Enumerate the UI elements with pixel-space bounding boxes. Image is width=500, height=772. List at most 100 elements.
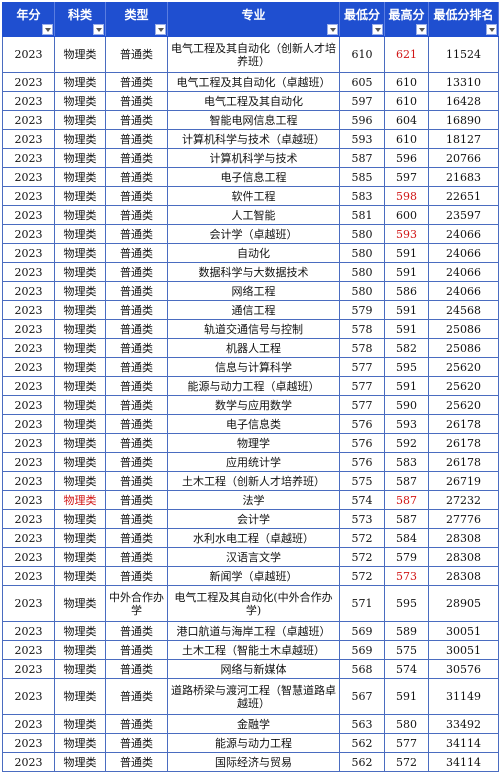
cell-subject: 物理类 (54, 110, 106, 130)
cell-max-score: 579 (384, 547, 429, 567)
header-major-label: 专业 (241, 8, 266, 22)
table-row: 2023 物理类 普通类 能源与动力工程 562 577 34114 (2, 733, 499, 753)
cell-min-rank: 28308 (428, 566, 499, 586)
cell-major: 机器人工程 (167, 338, 340, 358)
cell-subject: 物理类 (54, 621, 106, 641)
cell-max-score: 600 (384, 205, 429, 225)
cell-max-score: 598 (384, 186, 429, 206)
cell-subject: 物理类 (54, 148, 106, 168)
cell-min-rank: 25086 (428, 319, 499, 339)
cell-type: 普通类 (105, 678, 168, 715)
cell-type: 普通类 (105, 110, 168, 130)
cell-year: 2023 (2, 376, 55, 396)
cell-type: 普通类 (105, 91, 168, 111)
cell-major: 会计学 (167, 509, 340, 529)
cell-min-score: 569 (339, 640, 385, 660)
cell-min-score: 580 (339, 262, 385, 282)
cell-subject: 物理类 (54, 528, 106, 548)
cell-major: 物理学 (167, 433, 340, 453)
filter-dropdown-icon[interactable] (93, 24, 104, 35)
cell-min-rank: 23597 (428, 205, 499, 225)
filter-dropdown-icon[interactable] (416, 24, 427, 35)
table-row: 2023 物理类 普通类 港口航道与海岸工程（卓越班） 569 589 30051 (2, 621, 499, 641)
cell-subject: 物理类 (54, 167, 106, 187)
cell-max-score: 574 (384, 659, 429, 679)
filter-dropdown-icon[interactable] (327, 24, 338, 35)
cell-max-score: 586 (384, 281, 429, 301)
cell-type: 普通类 (105, 129, 168, 149)
cell-subject: 物理类 (54, 509, 106, 529)
header-row: 年分 科类 类型 专业 最低分 最高分 最低分排名 (2, 2, 499, 37)
cell-major: 数学与应用数学 (167, 395, 340, 415)
cell-type: 普通类 (105, 566, 168, 586)
cell-min-score: 583 (339, 186, 385, 206)
table-row: 2023 物理类 普通类 数据科学与大数据技术 580 591 24066 (2, 262, 499, 282)
table-row: 2023 物理类 中外合作办学 电气工程及其自动化(中外合作办学) 571 595 2890… (2, 585, 499, 622)
cell-major: 水利水电工程（卓越班） (167, 528, 340, 548)
cell-year: 2023 (2, 733, 55, 753)
cell-subject: 物理类 (54, 752, 106, 772)
cell-type: 普通类 (105, 528, 168, 548)
cell-max-score: 591 (384, 262, 429, 282)
cell-major: 法学 (167, 490, 340, 510)
filter-dropdown-icon[interactable] (372, 24, 383, 35)
table-row: 2023 物理类 普通类 计算机科学与技术 587 596 20766 (2, 148, 499, 168)
table-row: 2023 物理类 普通类 信息与计算科学 577 595 25620 (2, 357, 499, 377)
cell-min-rank: 22651 (428, 186, 499, 206)
cell-year: 2023 (2, 414, 55, 434)
cell-type: 普通类 (105, 319, 168, 339)
cell-subject: 物理类 (54, 433, 106, 453)
table-body: 2023 物理类 普通类 电气工程及其自动化（创新人才培养班） 610 621 11524 2… (2, 36, 499, 772)
cell-min-score: 572 (339, 528, 385, 548)
filter-dropdown-icon[interactable] (486, 24, 497, 35)
filter-dropdown-icon[interactable] (155, 24, 166, 35)
cell-min-score: 593 (339, 129, 385, 149)
cell-year: 2023 (2, 621, 55, 641)
cell-min-rank: 21683 (428, 167, 499, 187)
cell-min-score: 596 (339, 110, 385, 130)
cell-year: 2023 (2, 110, 55, 130)
cell-type: 普通类 (105, 547, 168, 567)
cell-min-rank: 24066 (428, 243, 499, 263)
cell-year: 2023 (2, 509, 55, 529)
cell-subject: 物理类 (54, 224, 106, 244)
table-row: 2023 物理类 普通类 法学 574 587 27232 (2, 490, 499, 510)
header-year-label: 年分 (16, 8, 41, 22)
cell-max-score: 583 (384, 452, 429, 472)
table-row: 2023 物理类 普通类 网络与新媒体 568 574 30576 (2, 659, 499, 679)
cell-major: 软件工程 (167, 186, 340, 206)
cell-type: 普通类 (105, 640, 168, 660)
cell-max-score: 610 (384, 72, 429, 92)
cell-type: 普通类 (105, 621, 168, 641)
cell-min-rank: 28308 (428, 528, 499, 548)
cell-subject: 物理类 (54, 733, 106, 753)
cell-max-score: 593 (384, 414, 429, 434)
cell-min-score: 610 (339, 36, 385, 73)
cell-type: 普通类 (105, 72, 168, 92)
table-row: 2023 物理类 普通类 电气工程及其自动化（创新人才培养班） 610 621 11524 (2, 36, 499, 73)
cell-min-score: 572 (339, 566, 385, 586)
cell-major: 能源与动力工程（卓越班） (167, 376, 340, 396)
cell-max-score: 587 (384, 490, 429, 510)
cell-subject: 物理类 (54, 640, 106, 660)
filter-dropdown-icon[interactable] (42, 24, 53, 35)
cell-year: 2023 (2, 243, 55, 263)
cell-subject: 物理类 (54, 36, 106, 73)
cell-subject: 物理类 (54, 338, 106, 358)
table-row: 2023 物理类 普通类 机器人工程 578 582 25086 (2, 338, 499, 358)
cell-subject: 物理类 (54, 262, 106, 282)
cell-year: 2023 (2, 148, 55, 168)
cell-major: 人工智能 (167, 205, 340, 225)
cell-subject: 物理类 (54, 319, 106, 339)
cell-major: 会计学（卓越班） (167, 224, 340, 244)
cell-subject: 物理类 (54, 376, 106, 396)
cell-type: 普通类 (105, 395, 168, 415)
table-row: 2023 物理类 普通类 电气工程及其自动化（卓越班） 605 610 13310 (2, 72, 499, 92)
cell-min-score: 580 (339, 224, 385, 244)
cell-min-rank: 24568 (428, 300, 499, 320)
cell-max-score: 572 (384, 752, 429, 772)
cell-max-score: 604 (384, 110, 429, 130)
table-row: 2023 物理类 普通类 智能电网信息工程 596 604 16890 (2, 110, 499, 130)
